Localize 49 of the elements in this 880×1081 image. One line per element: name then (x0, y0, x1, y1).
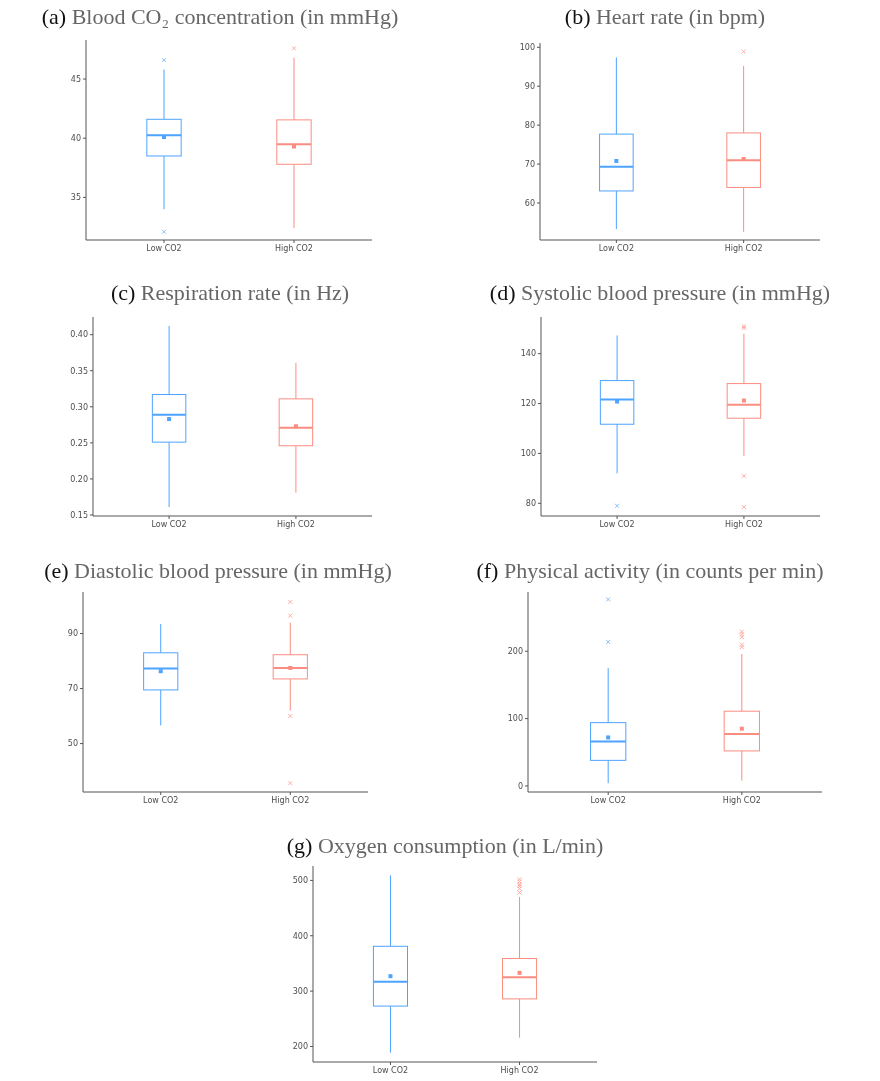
x-tick-label: Low CO2 (146, 244, 182, 253)
y-tick-label: 100 (520, 449, 536, 459)
y-tick-label: 80 (524, 120, 535, 130)
chart-title: (a) Blood CO₂ concentration (in mmHg) (41, 4, 399, 29)
y-tick-label: 400 (292, 931, 308, 941)
x-tick-label: High CO2 (724, 244, 763, 253)
x-tick-label: High CO2 (500, 1066, 539, 1075)
chart-title: (b) Heart rate (in bpm) (564, 4, 766, 29)
chart-title: (e) Diastolic blood pressure (in mmHg) (44, 558, 392, 583)
y-tick-label: 140 (520, 349, 536, 359)
x-tick-label: High CO2 (271, 796, 310, 805)
x-tick-label: Low CO2 (151, 520, 187, 529)
x-tick-label: Low CO2 (599, 520, 635, 529)
chart-title: (g) Oxygen consumption (in L/min) (286, 833, 604, 858)
y-tick-label: 50 (67, 739, 78, 749)
y-tick-label: 100 (519, 43, 535, 53)
chart-title: (c) Respiration rate (in Hz) (110, 280, 350, 305)
y-tick-label: 120 (520, 399, 536, 409)
x-tick-label: High CO2 (722, 796, 761, 805)
y-tick-label: 0.20 (70, 474, 88, 484)
y-tick-label: 0.35 (70, 366, 88, 376)
x-tick-label: Low CO2 (590, 796, 626, 805)
y-tick-label: 45 (70, 74, 81, 84)
y-tick-label: 200 (292, 1042, 308, 1052)
y-tick-label: 70 (524, 159, 535, 169)
chart-title: (f) Physical activity (in counts per min) (476, 558, 824, 583)
chart-title: (d) Systolic blood pressure (in mmHg) (489, 280, 831, 305)
x-tick-label: Low CO2 (372, 1066, 409, 1075)
y-tick-label: 0.15 (70, 510, 88, 520)
x-tick-label: High CO2 (276, 520, 315, 529)
x-tick-label: Low CO2 (143, 796, 179, 805)
y-tick-label: 90 (524, 82, 535, 92)
y-tick-label: 300 (292, 986, 308, 996)
x-tick-label: Low CO2 (598, 244, 634, 253)
y-tick-label: 0.40 (70, 330, 88, 340)
y-tick-label: 70 (67, 684, 78, 694)
y-tick-label: 0.30 (70, 402, 88, 412)
y-tick-label: 0 (517, 781, 523, 791)
x-tick-label: High CO2 (275, 244, 313, 253)
x-tick-label: High CO2 (724, 520, 763, 529)
y-tick-label: 90 (67, 629, 78, 639)
y-tick-label: 40 (70, 134, 81, 144)
y-tick-label: 35 (70, 193, 81, 203)
y-tick-label: 200 (507, 647, 523, 657)
y-tick-label: 0.25 (70, 438, 88, 448)
y-tick-label: 100 (507, 714, 523, 724)
y-tick-label: 60 (524, 198, 535, 208)
y-tick-label: 80 (525, 499, 536, 509)
y-tick-label: 500 (292, 876, 308, 886)
